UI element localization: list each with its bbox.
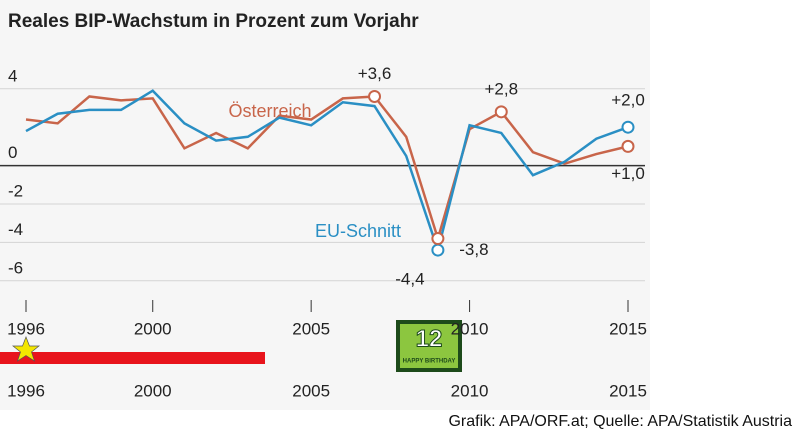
series-label: EU-Schnitt [315, 221, 401, 241]
highlight-point [431, 232, 445, 246]
x-tick-label: 2000 [134, 319, 172, 338]
timeline-tick-label: 2000 [134, 381, 172, 400]
series-line [25, 95, 629, 243]
annotation: -3,8 [459, 240, 488, 259]
series-label: Österreich [228, 101, 311, 121]
x-tick-label: 2010 [451, 319, 489, 338]
timeline-bar [0, 352, 265, 364]
highlight-point [368, 89, 382, 103]
x-tick-label: 2015 [609, 319, 647, 338]
annotation: +3,6 [358, 64, 392, 83]
badge-inner [400, 324, 458, 368]
timeline-tick-label: 2015 [609, 381, 647, 400]
timeline-tick-label: 2010 [451, 381, 489, 400]
chart-title: Reales BIP-Wachstum in Prozent zum Vorja… [8, 11, 419, 32]
star [12, 336, 40, 362]
x-tick-label: 1996 [7, 319, 45, 338]
x-tick-label: 2005 [292, 319, 330, 338]
timeline-tick-label: 2005 [292, 381, 330, 400]
badge-number: 12 [416, 325, 443, 352]
annotation: +1,0 [611, 164, 645, 183]
y-tick-label: 0 [8, 143, 17, 162]
y-tick-label: 4 [8, 66, 17, 85]
annotation: +2,0 [611, 91, 645, 110]
y-tick-label: -4 [8, 220, 23, 239]
chart-background [0, 0, 650, 410]
annotation: +2,8 [484, 79, 518, 98]
y-tick-label: -6 [8, 258, 23, 277]
highlight-point [621, 139, 635, 153]
source: Grafik: APA/ORF.at; Quelle: APA/Statisti… [448, 413, 792, 430]
badge-text: HAPPY BIRTHDAY [403, 359, 456, 365]
y-tick-label: -2 [8, 181, 23, 200]
series-line [25, 89, 629, 255]
highlight-point [431, 243, 445, 257]
highlight-point [621, 120, 635, 134]
timeline-tick-label: 1996 [7, 381, 45, 400]
annotation: -4,4 [395, 270, 424, 289]
highlight-point [494, 105, 508, 119]
